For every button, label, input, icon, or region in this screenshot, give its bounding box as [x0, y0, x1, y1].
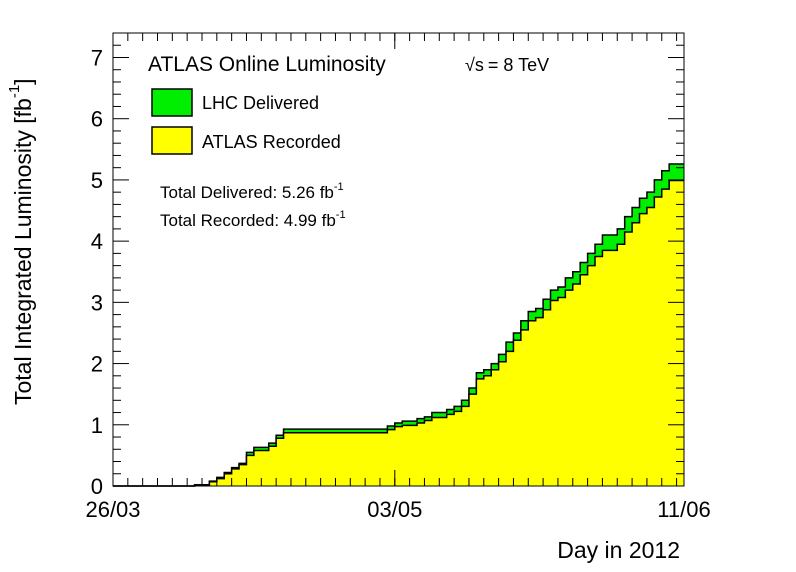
bar-recorded: [320, 432, 329, 486]
bar-recorded: [565, 290, 574, 486]
bar-recorded: [231, 468, 240, 486]
bar-recorded: [557, 297, 566, 486]
bar-recorded: [439, 417, 448, 486]
bar-recorded: [520, 329, 529, 486]
bar-recorded: [595, 256, 603, 486]
bar-recorded: [580, 274, 588, 486]
legend: LHC Delivered ATLAS Recorded: [151, 88, 341, 155]
bar-recorded: [498, 361, 507, 486]
bar-recorded: [379, 432, 388, 486]
bar-recorded: [468, 394, 477, 486]
bar-recorded: [209, 481, 218, 486]
bar-recorded: [283, 432, 292, 486]
bar-recorded: [617, 244, 626, 486]
bar-recorded: [587, 265, 596, 486]
bar-recorded: [394, 426, 403, 486]
bar-recorded: [365, 432, 373, 486]
bar-recorded: [446, 414, 455, 486]
bar-recorded: [335, 432, 344, 486]
bar-recorded: [639, 213, 648, 487]
bar-recorded: [572, 283, 581, 486]
bar-recorded: [357, 432, 366, 486]
axis-ticks: [112, 32, 685, 487]
bar-recorded: [239, 464, 247, 486]
bar-recorded: [290, 432, 299, 486]
bar-recorded: [276, 438, 284, 486]
bar-recorded: [609, 250, 618, 486]
bar-recorded: [624, 231, 633, 486]
y-tick-label: 4: [91, 229, 103, 254]
legend-label-delivered: LHC Delivered: [202, 93, 319, 113]
bar-recorded: [646, 207, 655, 486]
bar-recorded: [483, 375, 492, 486]
bar-recorded: [424, 420, 433, 486]
bar-recorded: [261, 450, 270, 486]
bar-recorded: [506, 351, 514, 486]
y-tick-label: 0: [91, 474, 103, 499]
bar-recorded: [409, 425, 418, 486]
series-recorded: [113, 179, 685, 487]
x-tick-label: 11/06: [657, 497, 710, 522]
bar-recorded: [268, 446, 277, 486]
bar-recorded: [543, 309, 551, 486]
y-tick-label: 6: [91, 107, 103, 132]
bar-recorded: [654, 197, 663, 487]
bar-recorded: [216, 478, 225, 486]
energy-label: √s = 8 TeV: [465, 55, 549, 75]
bar-recorded: [417, 422, 425, 486]
bar-recorded: [305, 432, 314, 486]
x-axis-title: Day in 2012: [557, 537, 680, 563]
legend-label-recorded: ATLAS Recorded: [202, 132, 341, 152]
series-areas: [113, 163, 685, 487]
bar-recorded: [298, 432, 307, 486]
bar-recorded: [431, 417, 440, 486]
y-tick-label: 3: [91, 290, 103, 315]
bar-recorded: [528, 320, 537, 486]
y-axis-title: Total Integrated Luminosity [fb-1]: [6, 78, 36, 405]
bar-recorded: [550, 300, 559, 486]
chart-title: ATLAS Online Luminosity: [148, 53, 386, 76]
bar-recorded: [535, 317, 544, 486]
bar-recorded: [454, 411, 462, 486]
bar-recorded: [224, 473, 233, 486]
bar-recorded: [632, 222, 640, 486]
bar-recorded: [246, 455, 255, 486]
bar-recorded: [669, 180, 677, 487]
bar-recorded: [602, 250, 611, 486]
bar-recorded: [387, 429, 396, 486]
x-tick-label: 26/03: [85, 497, 140, 522]
bar-recorded: [350, 432, 359, 486]
y-tick-label: 5: [91, 168, 103, 193]
axis-tick-labels: 0 1 2 3 4 5 6 7 26/03 03/05 11/06: [85, 45, 710, 522]
y-tick-label: 2: [91, 352, 103, 377]
total-delivered-text: Total Delivered: 5.26 fb-1: [160, 181, 344, 202]
bar-recorded: [328, 432, 336, 486]
bar-recorded: [676, 180, 685, 487]
legend-swatch-recorded: [151, 126, 193, 155]
bar-recorded: [491, 369, 500, 486]
bar-recorded: [253, 450, 262, 486]
bar-recorded: [342, 432, 351, 486]
bar-recorded: [513, 340, 522, 486]
bar-recorded: [461, 406, 470, 486]
bar-recorded: [661, 189, 670, 486]
bar-recorded: [402, 425, 411, 486]
plot-frame: [112, 32, 685, 487]
y-tick-label: 1: [91, 413, 103, 438]
bar-recorded: [372, 432, 381, 486]
legend-swatch-delivered: [151, 88, 193, 117]
total-recorded-text: Total Recorded: 4.99 fb-1: [160, 209, 346, 230]
series-outline: [113, 179, 684, 487]
y-tick-label: 7: [91, 45, 103, 70]
bar-recorded: [313, 432, 322, 486]
x-tick-label: 03/05: [367, 497, 422, 522]
bar-recorded: [476, 378, 485, 486]
